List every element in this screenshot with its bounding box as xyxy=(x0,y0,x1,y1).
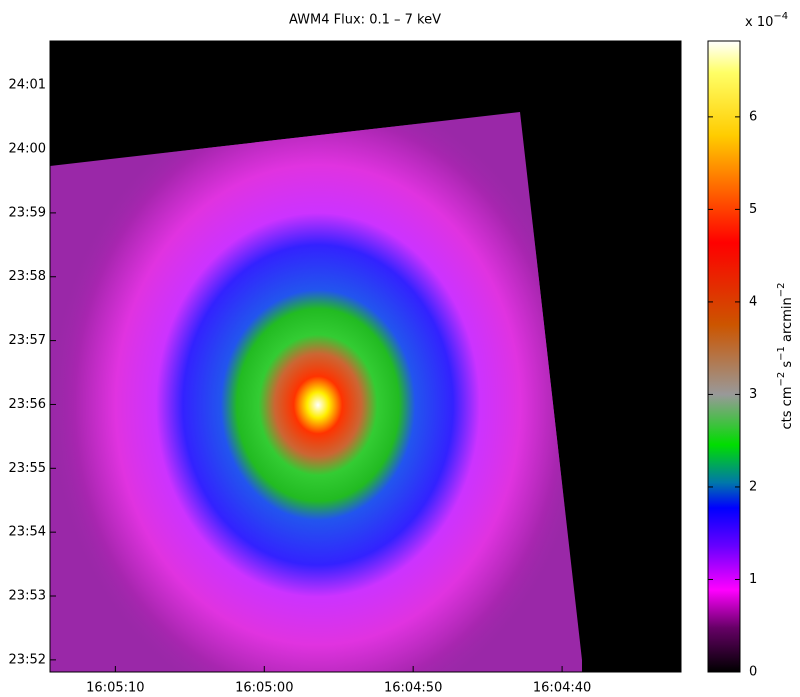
label-sup: −2 xyxy=(776,372,787,387)
label-part: s xyxy=(780,361,795,372)
x-tick-label: 16:05:10 xyxy=(86,681,144,696)
label-part: cts cm xyxy=(780,387,795,430)
y-tick-label: 24:00 xyxy=(9,142,46,157)
y-tick-label: 23:54 xyxy=(9,525,46,540)
label-sup: −2 xyxy=(776,283,787,298)
colorbar-label: cts cm−2 s−1 arcmin−2 xyxy=(776,283,795,430)
plot-frame xyxy=(49,40,682,673)
colorbar-tick-label: 0 xyxy=(749,665,757,680)
colorbar-tick-label: 5 xyxy=(749,202,757,217)
colorbar-tick-label: 2 xyxy=(749,479,757,494)
colorbar-tick-label: 6 xyxy=(749,109,757,124)
image xyxy=(50,41,681,672)
colorbar-tick-label: 1 xyxy=(749,572,757,587)
y-tick-label: 24:01 xyxy=(9,78,46,93)
y-tick-label: 23:57 xyxy=(9,333,46,348)
x-tick-label: 16:04:40 xyxy=(533,681,591,696)
y-tick-label: 23:59 xyxy=(9,205,46,220)
colorbar xyxy=(707,40,741,673)
colorbar-tick-label: 3 xyxy=(749,387,757,402)
label-sup: −1 xyxy=(776,346,787,361)
y-tick-label: 23:56 xyxy=(9,397,46,412)
x-tick-label: 16:05:00 xyxy=(235,681,293,696)
colorbar-scale: x 10−4 xyxy=(745,11,788,30)
colorbar-tick-label: 4 xyxy=(749,294,757,309)
y-tick-label: 23:55 xyxy=(9,461,46,476)
y-tick-label: 23:53 xyxy=(9,589,46,604)
chart-title: AWM4 Flux: 0.1 – 7 keV xyxy=(289,13,441,28)
label-part: arcmin xyxy=(780,297,795,346)
y-tick-label: 23:58 xyxy=(9,269,46,284)
x-tick-label: 16:04:50 xyxy=(384,681,442,696)
y-tick-label: 23:52 xyxy=(9,652,46,667)
